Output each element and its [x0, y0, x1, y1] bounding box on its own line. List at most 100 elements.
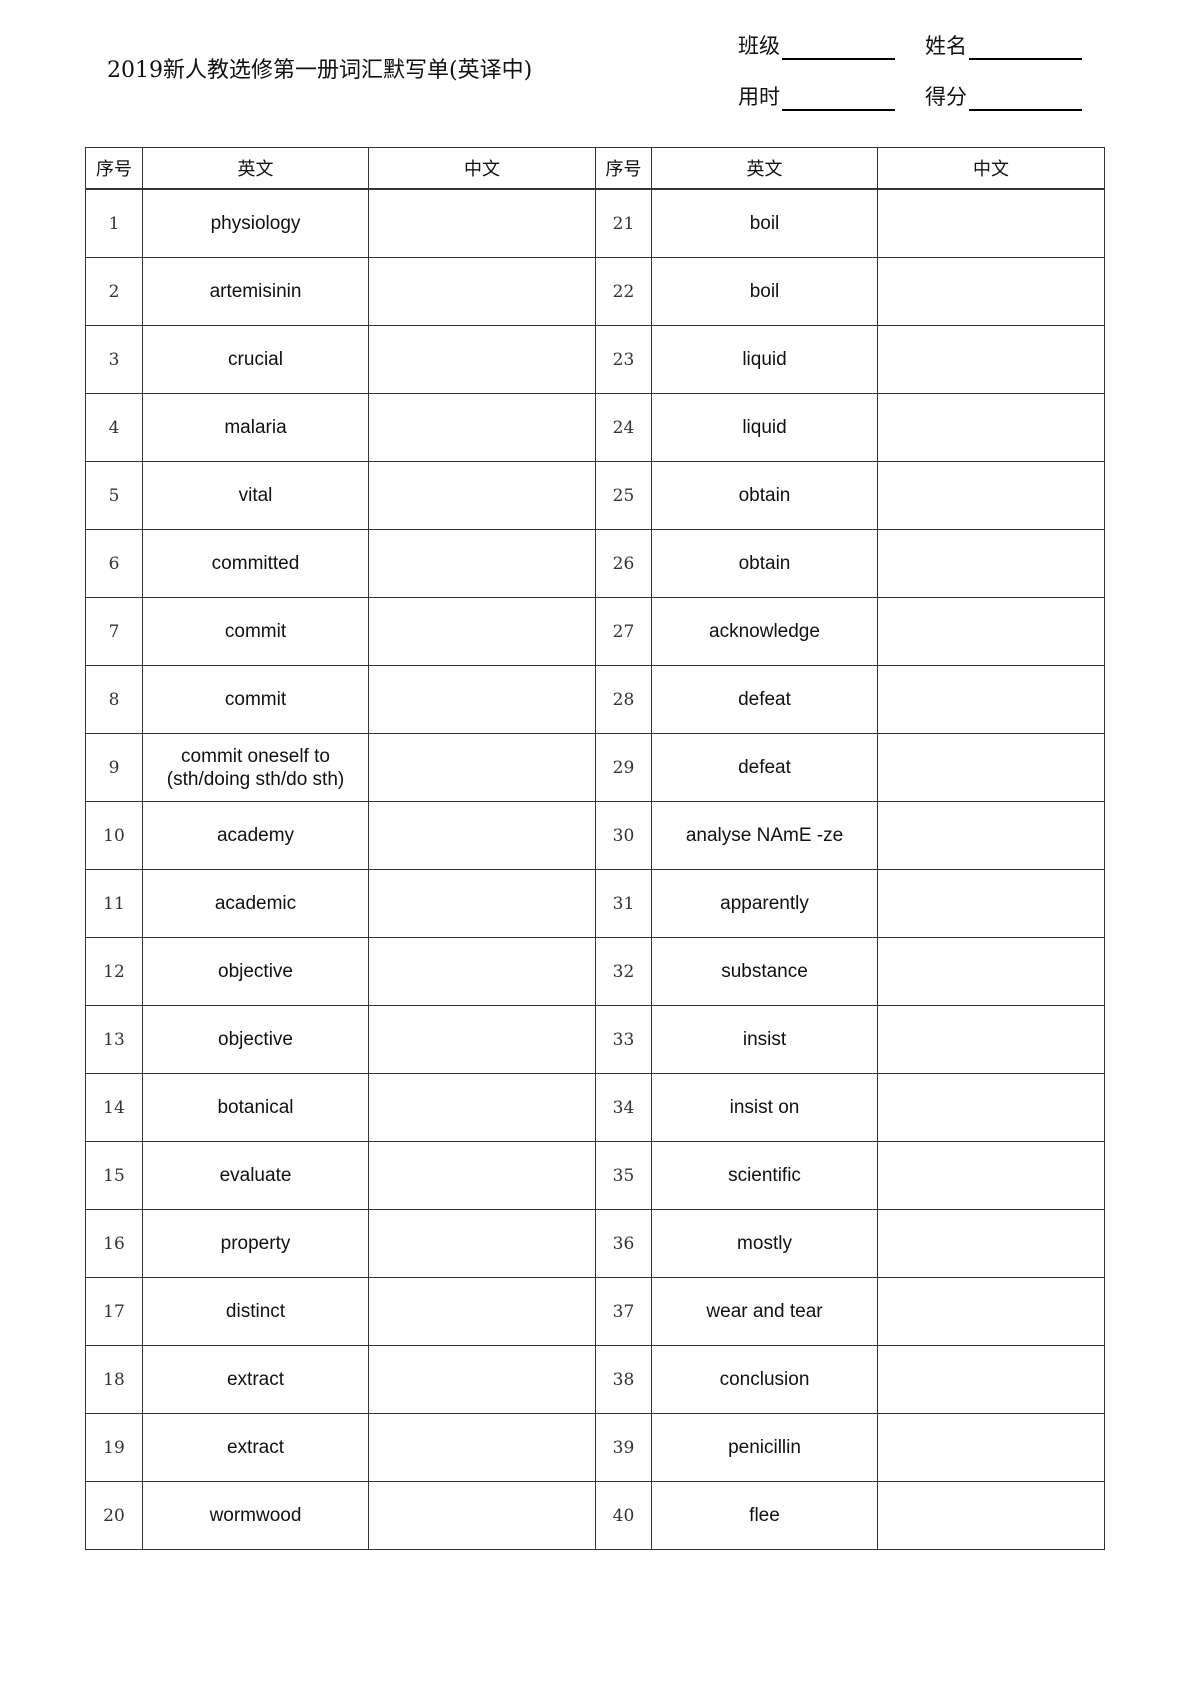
score-blank[interactable]: [969, 87, 1082, 111]
header-english: 英文: [142, 147, 369, 190]
english-cell: flee: [651, 1481, 878, 1550]
chinese-answer-cell[interactable]: [368, 597, 596, 666]
index-cell: 29: [595, 733, 652, 802]
header-index: 序号: [595, 147, 652, 190]
chinese-answer-cell[interactable]: [877, 1005, 1105, 1074]
time-field: 用时: [738, 81, 895, 111]
index-cell: 1: [85, 188, 143, 258]
english-cell: analyse NAmE -ze: [651, 801, 878, 870]
table-row: 9 commit oneself to (sth/doing sth/do sth…: [85, 733, 1105, 802]
name-label: 姓名: [925, 34, 967, 58]
index-cell: 18: [85, 1345, 143, 1414]
chinese-answer-cell[interactable]: [368, 869, 596, 938]
chinese-answer-cell[interactable]: [368, 1209, 596, 1278]
chinese-answer-cell[interactable]: [877, 733, 1105, 802]
chinese-answer-cell[interactable]: [368, 1073, 596, 1142]
chinese-answer-cell[interactable]: [368, 257, 596, 326]
chinese-answer-cell[interactable]: [877, 1209, 1105, 1278]
english-cell: defeat: [651, 733, 878, 802]
english-cell: defeat: [651, 665, 878, 734]
table-row: 6 committed 26 obtain: [85, 529, 1105, 598]
english-cell: insist on: [651, 1073, 878, 1142]
chinese-answer-cell[interactable]: [877, 801, 1105, 870]
english-cell: wormwood: [142, 1481, 369, 1550]
index-cell: 28: [595, 665, 652, 734]
chinese-answer-cell[interactable]: [368, 529, 596, 598]
class-field: 班级: [738, 30, 895, 60]
name-blank[interactable]: [969, 36, 1082, 60]
class-label: 班级: [738, 34, 780, 58]
class-blank[interactable]: [782, 36, 895, 60]
chinese-answer-cell[interactable]: [877, 461, 1105, 530]
table-row: 13 objective 33 insist: [85, 1005, 1105, 1074]
chinese-answer-cell[interactable]: [877, 1073, 1105, 1142]
index-cell: 13: [85, 1005, 143, 1074]
index-cell: 36: [595, 1209, 652, 1278]
index-cell: 4: [85, 393, 143, 462]
english-cell: crucial: [142, 325, 369, 394]
index-cell: 9: [85, 733, 143, 802]
chinese-answer-cell[interactable]: [877, 597, 1105, 666]
chinese-answer-cell[interactable]: [368, 188, 596, 258]
chinese-answer-cell[interactable]: [877, 188, 1105, 258]
chinese-answer-cell[interactable]: [877, 393, 1105, 462]
index-cell: 10: [85, 801, 143, 870]
chinese-answer-cell[interactable]: [368, 801, 596, 870]
chinese-answer-cell[interactable]: [877, 325, 1105, 394]
index-cell: 19: [85, 1413, 143, 1482]
english-cell: conclusion: [651, 1345, 878, 1414]
table-row: 18 extract 38 conclusion: [85, 1345, 1105, 1414]
chinese-answer-cell[interactable]: [877, 1413, 1105, 1482]
chinese-answer-cell[interactable]: [877, 869, 1105, 938]
index-cell: 35: [595, 1141, 652, 1210]
english-cell: botanical: [142, 1073, 369, 1142]
english-cell: malaria: [142, 393, 369, 462]
page-title: 2019新人教选修第一册词汇默写单(英译中): [107, 58, 533, 83]
header-index: 序号: [85, 147, 143, 190]
chinese-answer-cell[interactable]: [877, 529, 1105, 598]
english-cell: evaluate: [142, 1141, 369, 1210]
chinese-answer-cell[interactable]: [368, 665, 596, 734]
index-cell: 40: [595, 1481, 652, 1550]
chinese-answer-cell[interactable]: [368, 937, 596, 1006]
chinese-answer-cell[interactable]: [368, 1005, 596, 1074]
table-header: 序号 英文 中文 序号 英文 中文: [85, 147, 1105, 190]
chinese-answer-cell[interactable]: [877, 665, 1105, 734]
chinese-answer-cell[interactable]: [368, 1413, 596, 1482]
chinese-answer-cell[interactable]: [877, 1345, 1105, 1414]
index-cell: 15: [85, 1141, 143, 1210]
index-cell: 37: [595, 1277, 652, 1346]
chinese-answer-cell[interactable]: [877, 1141, 1105, 1210]
english-cell: insist: [651, 1005, 878, 1074]
index-cell: 21: [595, 188, 652, 258]
table-row: 2 artemisinin 22 boil: [85, 257, 1105, 326]
index-cell: 34: [595, 1073, 652, 1142]
index-cell: 16: [85, 1209, 143, 1278]
chinese-answer-cell[interactable]: [368, 393, 596, 462]
chinese-answer-cell[interactable]: [368, 1277, 596, 1346]
time-blank[interactable]: [782, 87, 895, 111]
english-cell: boil: [651, 257, 878, 326]
chinese-answer-cell[interactable]: [368, 1141, 596, 1210]
header-chinese: 中文: [368, 147, 596, 190]
table-row: 12 objective 32 substance: [85, 937, 1105, 1006]
chinese-answer-cell[interactable]: [368, 733, 596, 802]
chinese-answer-cell[interactable]: [368, 1345, 596, 1414]
header-english: 英文: [651, 147, 878, 190]
table-row: 15 evaluate 35 scientific: [85, 1141, 1105, 1210]
english-cell: obtain: [651, 529, 878, 598]
index-cell: 2: [85, 257, 143, 326]
index-cell: 38: [595, 1345, 652, 1414]
chinese-answer-cell[interactable]: [877, 1481, 1105, 1550]
chinese-answer-cell[interactable]: [877, 1277, 1105, 1346]
chinese-answer-cell[interactable]: [368, 461, 596, 530]
table-row: 20 wormwood 40 flee: [85, 1481, 1105, 1550]
score-label: 得分: [925, 85, 967, 109]
table-body: 1 physiology 21 boil 2 artemisinin 22 boil 3 cruc…: [85, 188, 1105, 1550]
chinese-answer-cell[interactable]: [877, 937, 1105, 1006]
english-cell: committed: [142, 529, 369, 598]
chinese-answer-cell[interactable]: [368, 325, 596, 394]
chinese-answer-cell[interactable]: [368, 1481, 596, 1550]
chinese-answer-cell[interactable]: [877, 257, 1105, 326]
vocab-table: 序号 英文 中文 序号 英文 中文 1 physiology 21 boil 2 arte…: [85, 147, 1105, 1550]
